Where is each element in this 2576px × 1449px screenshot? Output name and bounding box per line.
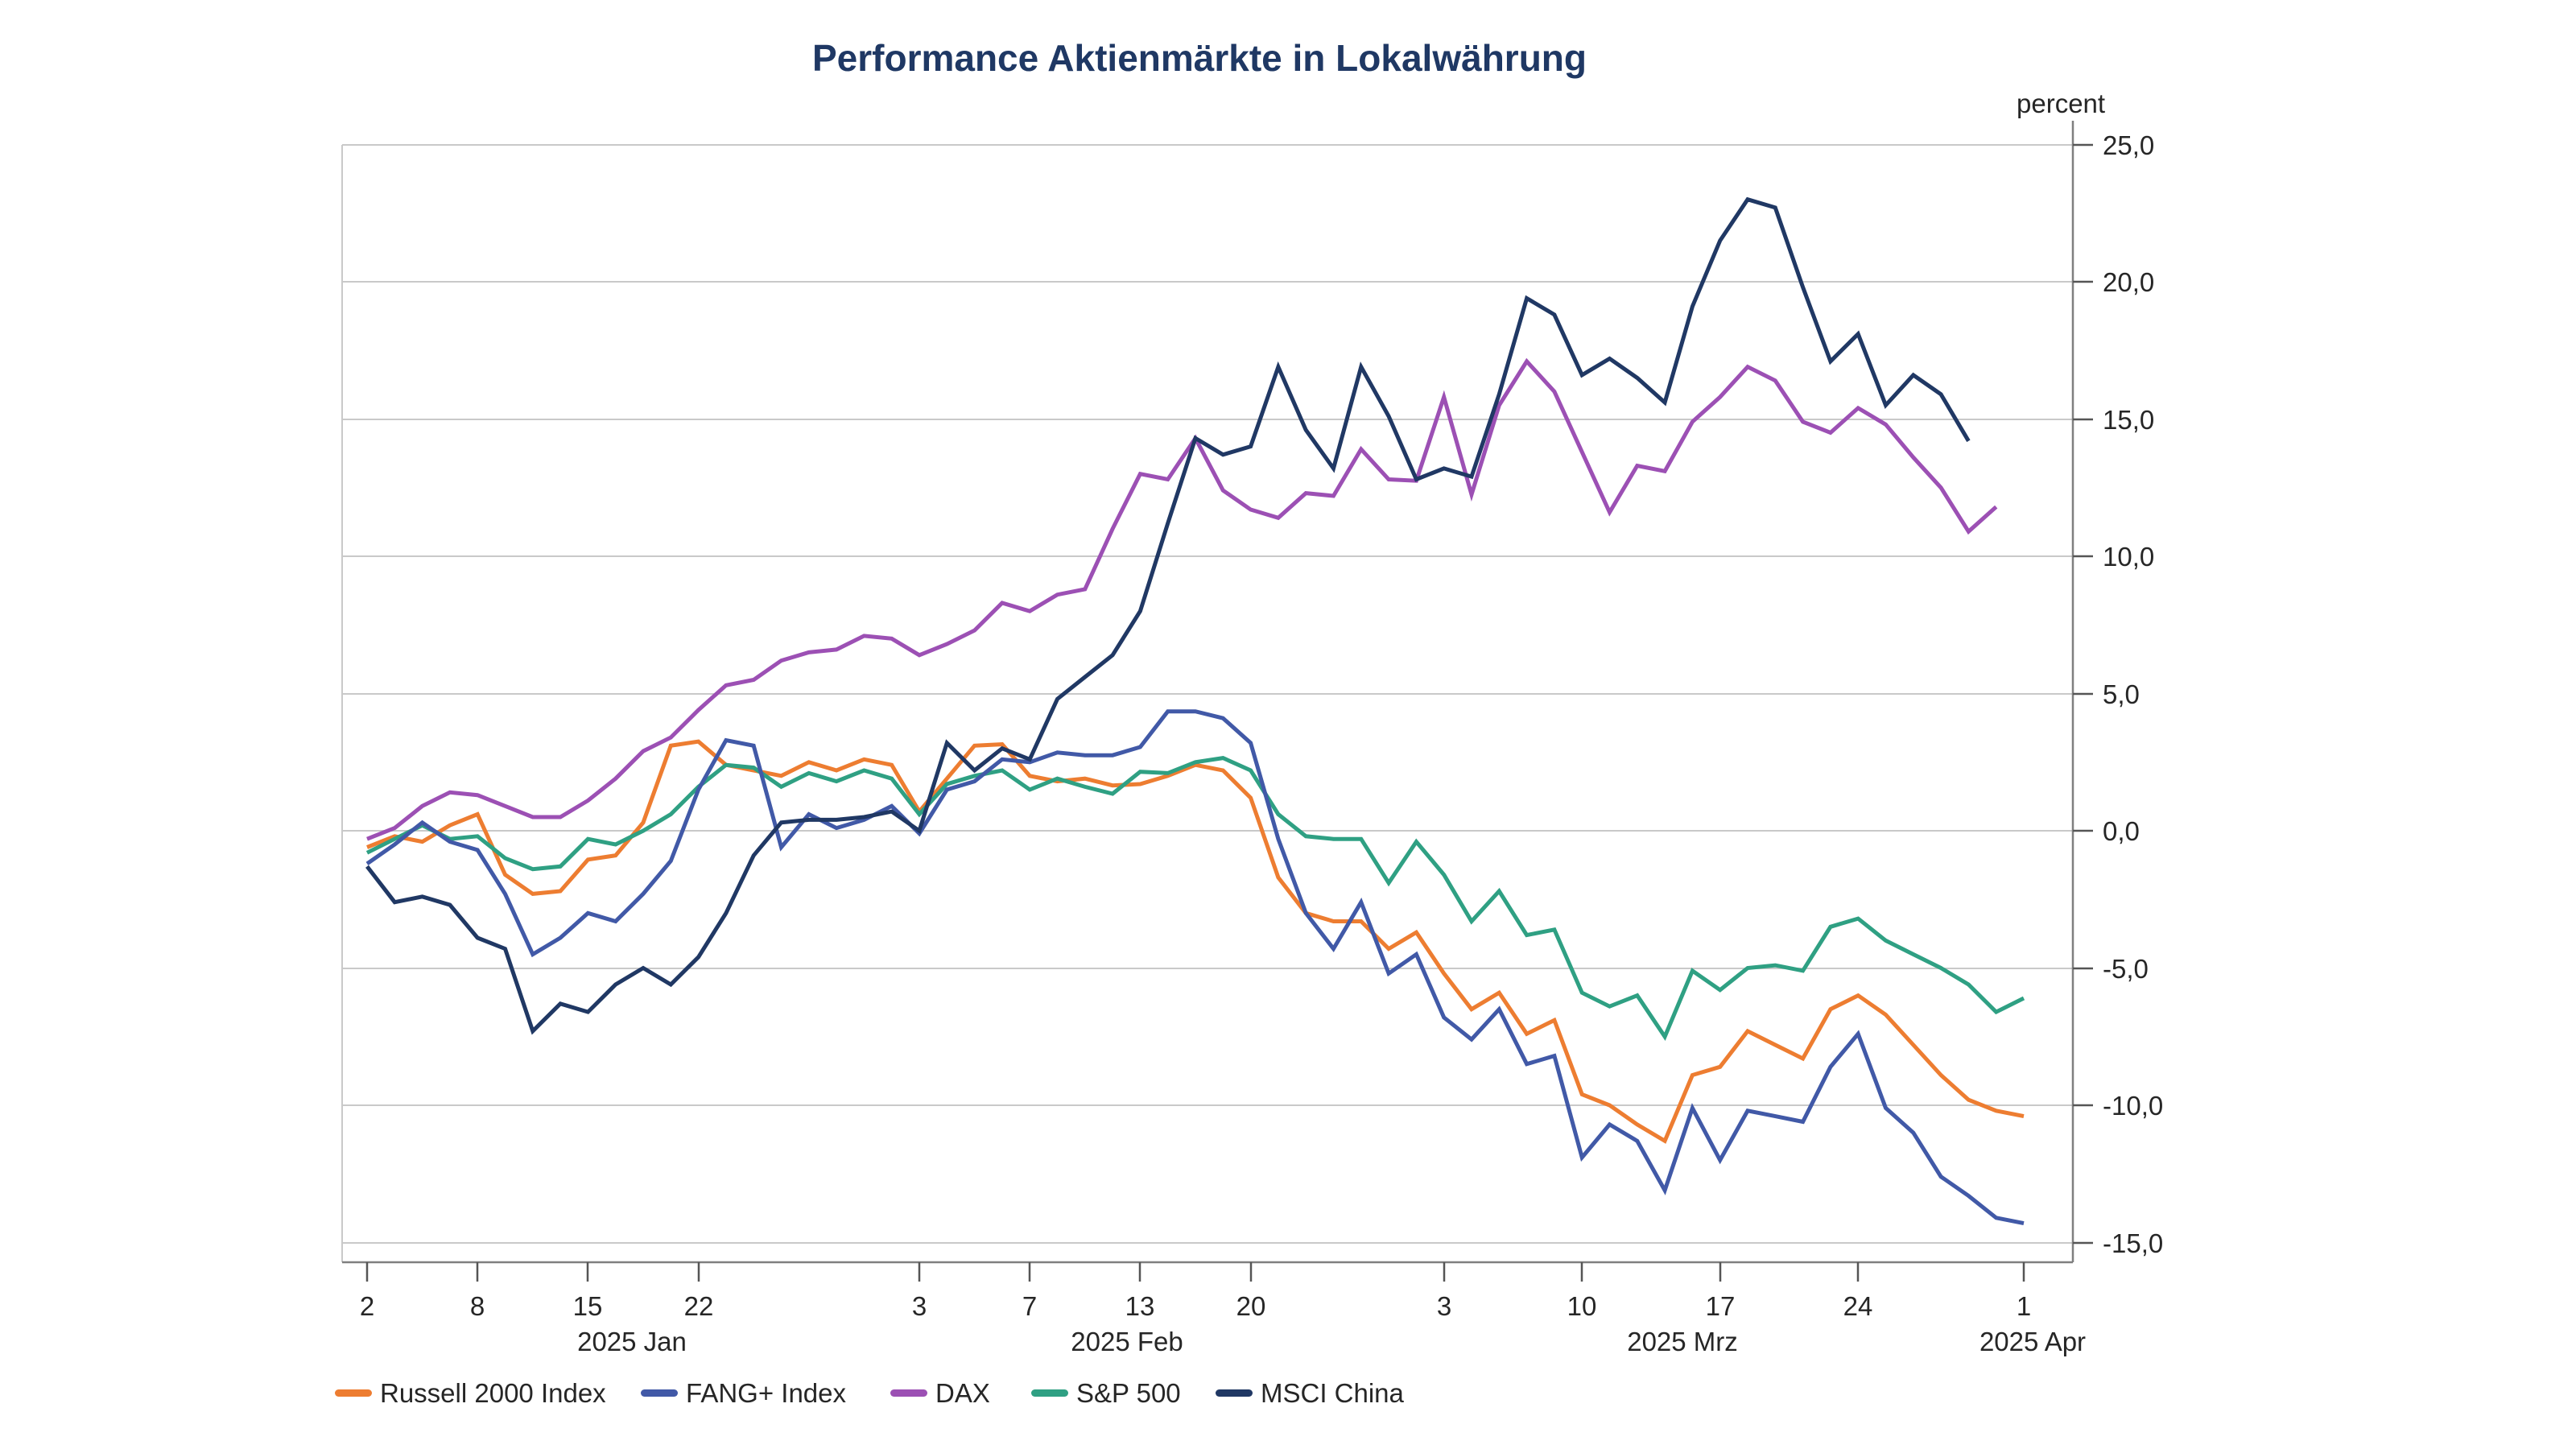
- x-label: 10: [1567, 1291, 1597, 1321]
- legend-label-msci-china: MSCI China: [1261, 1378, 1405, 1408]
- gridlines-group: [341, 144, 2073, 1262]
- x-label: 3: [1437, 1291, 1451, 1321]
- legend-label-russell-2000: Russell 2000 Index: [380, 1378, 606, 1408]
- y-label-25: 25,0: [2103, 130, 2154, 160]
- x-label: 3: [912, 1291, 927, 1321]
- legend-swatch-fang-plus: [641, 1389, 678, 1397]
- legend-swatch-russell-2000: [335, 1389, 372, 1397]
- month-label-feb: 2025 Feb: [1071, 1327, 1183, 1356]
- x-label: 8: [470, 1291, 485, 1321]
- y-label-neg10: -10,0: [2103, 1091, 2163, 1121]
- legend-swatch-dax: [890, 1389, 927, 1397]
- y-axis-unit-label: percent: [2017, 89, 2105, 118]
- x-label: 17: [1706, 1291, 1736, 1321]
- series-line-fang-plus: [365, 709, 2025, 1226]
- legend-label-fang-plus: FANG+ Index: [686, 1378, 847, 1408]
- x-tick-marks: [365, 1262, 2025, 1282]
- series-line-russell-2000: [366, 739, 2025, 1144]
- y-tick-marks: [2073, 143, 2093, 1245]
- y-tick-labels: 25,0 20,0 15,0 10,0 5,0 0,0 -5,0 -10,0 -…: [2103, 130, 2163, 1258]
- y-label-neg5: -5,0: [2103, 954, 2149, 984]
- y-label-5: 5,0: [2103, 679, 2140, 709]
- series-line-dax: [366, 357, 1998, 841]
- legend: Russell 2000 Index FANG+ Index DAX S&P 5…: [335, 1378, 1405, 1408]
- series-group: [365, 196, 2025, 1226]
- x-label: 7: [1022, 1291, 1037, 1321]
- month-label-apr: 2025 Apr: [1979, 1327, 2086, 1356]
- y-label-20: 20,0: [2103, 267, 2154, 297]
- month-label-jan: 2025 Jan: [577, 1327, 687, 1356]
- x-label: 22: [684, 1291, 714, 1321]
- y-label-10: 10,0: [2103, 542, 2154, 572]
- axes-group: [342, 121, 2074, 1264]
- x-label: 2: [360, 1291, 374, 1321]
- x-label: 20: [1236, 1291, 1266, 1321]
- x-label: 24: [1843, 1291, 1873, 1321]
- x-label: 15: [573, 1291, 603, 1321]
- x-label: 1: [2017, 1291, 2031, 1321]
- y-label-0: 0,0: [2103, 816, 2140, 846]
- chart-title: Performance Aktienmärkte in Lokalwährung: [812, 37, 1587, 79]
- legend-label-sp500: S&P 500: [1076, 1378, 1181, 1408]
- month-label-mrz: 2025 Mrz: [1627, 1327, 1738, 1356]
- x-label: 13: [1125, 1291, 1155, 1321]
- y-label-15: 15,0: [2103, 405, 2154, 435]
- legend-swatch-msci-china: [1216, 1389, 1253, 1397]
- legend-label-dax: DAX: [935, 1378, 990, 1408]
- series-line-sp500: [365, 756, 2025, 1042]
- x-tick-labels: 2 8 15 22 3 7 13 20 3 10 17 24 1: [360, 1291, 2031, 1321]
- y-label-neg15: -15,0: [2103, 1228, 2163, 1258]
- x-month-labels: 2025 Jan 2025 Feb 2025 Mrz 2025 Apr: [577, 1327, 2086, 1356]
- series-line-msci-china: [365, 196, 1971, 1035]
- legend-swatch-sp500: [1031, 1389, 1068, 1397]
